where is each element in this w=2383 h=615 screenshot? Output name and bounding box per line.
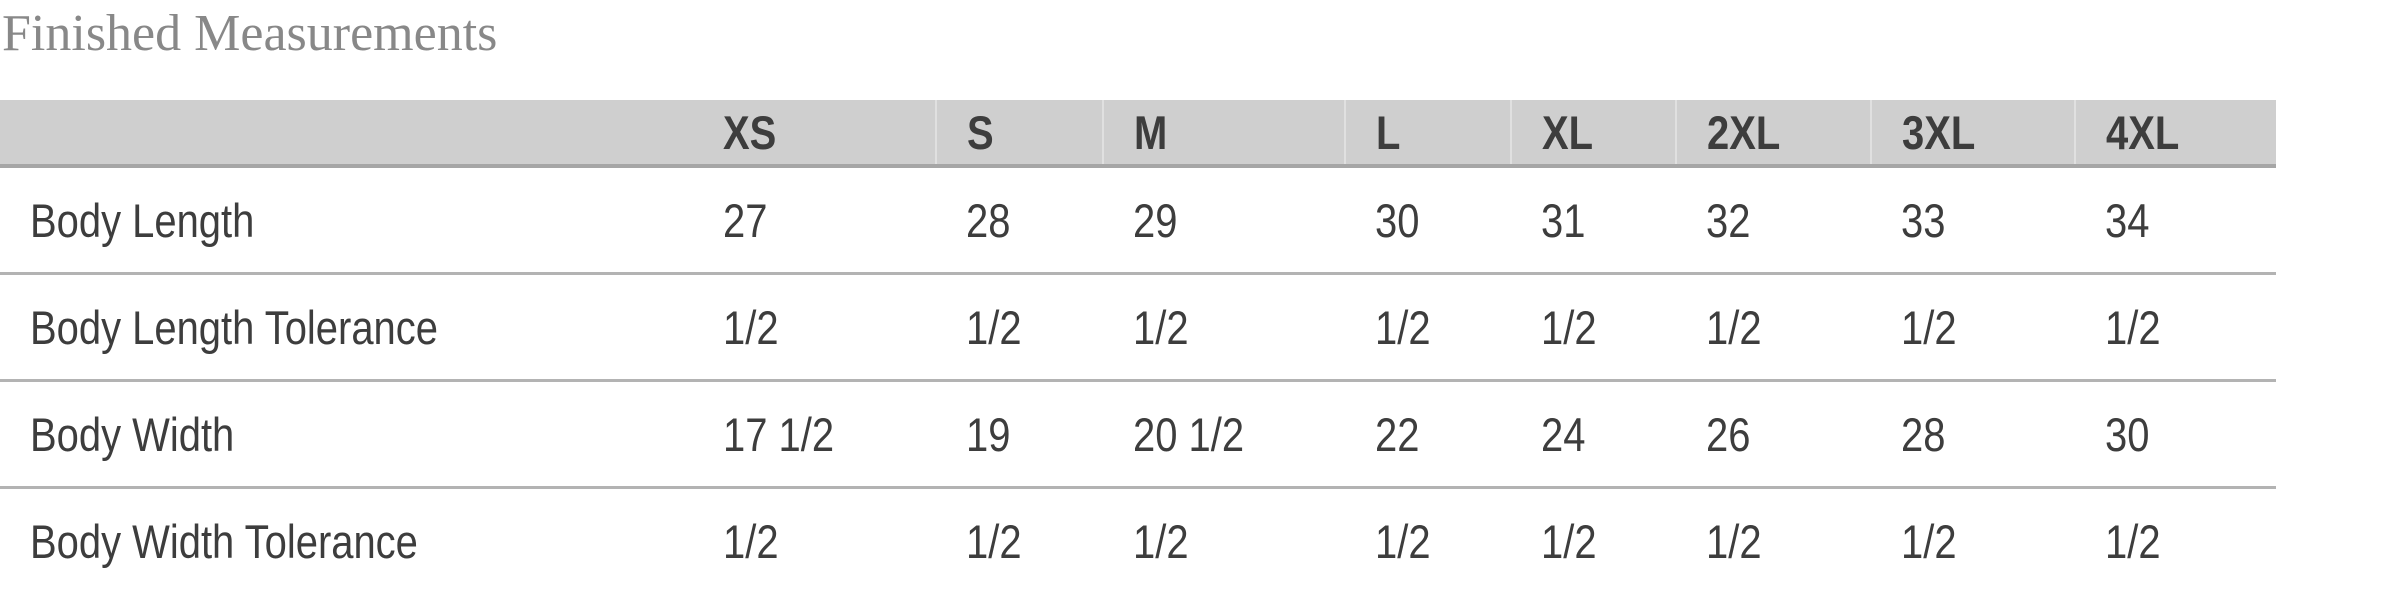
cell: 1/2 xyxy=(1103,273,1345,382)
cell: 1/2 xyxy=(1871,487,2075,593)
cell: 32 xyxy=(1676,166,1871,275)
cell: 28 xyxy=(936,166,1103,275)
cell: 22 xyxy=(1345,380,1511,489)
cell: 1/2 xyxy=(1345,273,1511,382)
cell: 1/2 xyxy=(2075,273,2276,382)
cell: 24 xyxy=(1511,380,1676,489)
cell: 20 1/2 xyxy=(1103,380,1345,489)
header-cell-xl: XL xyxy=(1510,100,1676,168)
cell: 19 xyxy=(936,380,1103,489)
cell: 1/2 xyxy=(1511,273,1676,382)
cell: 1/2 xyxy=(2075,487,2276,593)
cell: 1/2 xyxy=(1103,487,1345,593)
cell: 1/2 xyxy=(705,487,936,593)
table-row: Body Length 27 28 29 30 31 32 33 34 xyxy=(0,166,2276,275)
header-cell-m: M xyxy=(1102,100,1345,168)
cell: 29 xyxy=(1103,166,1345,275)
cell: 31 xyxy=(1511,166,1676,275)
cell: 1/2 xyxy=(1511,487,1676,593)
row-label: Body Width Tolerance xyxy=(0,487,705,593)
cell: 1/2 xyxy=(1871,273,2075,382)
cell: 27 xyxy=(705,166,936,275)
finished-measurements-table: XS S M L XL 2XL 3XL 4XL Body Length 27 2… xyxy=(0,100,2276,593)
table-row: Body Length Tolerance 1/2 1/2 1/2 1/2 1/… xyxy=(0,273,2276,382)
cell: 1/2 xyxy=(936,487,1103,593)
cell: 30 xyxy=(2075,380,2276,489)
row-label: Body Width xyxy=(0,380,705,489)
cell: 17 1/2 xyxy=(705,380,936,489)
header-cell-xs: XS xyxy=(705,100,936,168)
cell: 1/2 xyxy=(705,273,936,382)
cell: 33 xyxy=(1871,166,2075,275)
cell: 30 xyxy=(1345,166,1511,275)
cell: 1/2 xyxy=(1345,487,1511,593)
header-cell-3xl: 3XL xyxy=(1870,100,2075,168)
cell: 1/2 xyxy=(936,273,1103,382)
cell: 34 xyxy=(2075,166,2276,275)
cell: 1/2 xyxy=(1676,273,1871,382)
row-label: Body Length Tolerance xyxy=(0,273,705,382)
row-label: Body Length xyxy=(0,166,705,275)
table-header-row: XS S M L XL 2XL 3XL 4XL xyxy=(0,100,2276,168)
header-cell-l: L xyxy=(1344,100,1511,168)
header-cell-4xl: 4XL xyxy=(2074,100,2276,168)
cell: 26 xyxy=(1676,380,1871,489)
header-cell-s: S xyxy=(935,100,1103,168)
cell: 1/2 xyxy=(1676,487,1871,593)
header-cell-empty xyxy=(0,100,705,168)
table-row: Body Width 17 1/2 19 20 1/2 22 24 26 28 … xyxy=(0,380,2276,489)
table-row: Body Width Tolerance 1/2 1/2 1/2 1/2 1/2… xyxy=(0,487,2276,593)
cell: 28 xyxy=(1871,380,2075,489)
page-title: Finished Measurements xyxy=(2,5,498,62)
header-cell-2xl: 2XL xyxy=(1675,100,1871,168)
